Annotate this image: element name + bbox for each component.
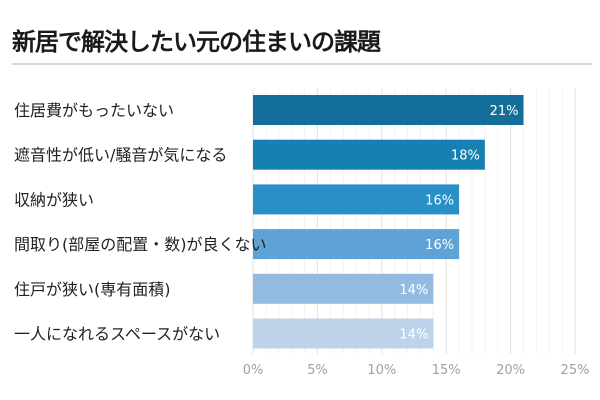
category-label: 収納が狭い (14, 190, 94, 209)
x-tick-label: 20% (496, 363, 525, 378)
value-label: 14% (399, 328, 428, 343)
category-label: 住戸が狭い(専有面積) (14, 280, 171, 299)
value-label: 18% (451, 149, 480, 164)
value-label: 16% (425, 238, 454, 253)
grid-lines (252, 88, 576, 354)
bars (253, 95, 524, 349)
category-label: 住居費がもったいない (14, 101, 174, 120)
chart-title: 新居で解決したい元の住まいの課題 (12, 28, 381, 56)
value-label: 14% (399, 283, 428, 298)
bar-3 (253, 184, 460, 215)
category-labels: 住居費がもったいない遮音性が低い/騒音が気になる収納が狭い間取り(部屋の配置・数… (14, 101, 267, 344)
title-divider (12, 63, 592, 65)
x-tick-label: 15% (432, 363, 461, 378)
x-tick-label: 5% (307, 363, 328, 378)
value-label: 16% (425, 193, 454, 208)
bar-4 (253, 229, 460, 260)
category-label: 遮音性が低い/騒音が気になる (14, 146, 227, 165)
category-label: 間取り(部屋の配置・数)が良くない (14, 235, 267, 254)
bar-5 (253, 273, 434, 304)
value-labels: 21% 18% 16% 16% 14% 14% (399, 104, 518, 343)
x-tick-label: 0% (243, 363, 264, 378)
x-tick-label: 10% (367, 363, 396, 378)
category-label: 一人になれるスペースがない (14, 325, 220, 344)
x-tick-label: 25% (561, 363, 590, 378)
bar-6 (253, 318, 434, 349)
bar-2 (253, 139, 485, 170)
value-label: 21% (490, 104, 519, 119)
x-axis-ticks: 0% 5% 10% 15% 20% 25% (243, 363, 590, 378)
bar-1 (253, 95, 524, 125)
